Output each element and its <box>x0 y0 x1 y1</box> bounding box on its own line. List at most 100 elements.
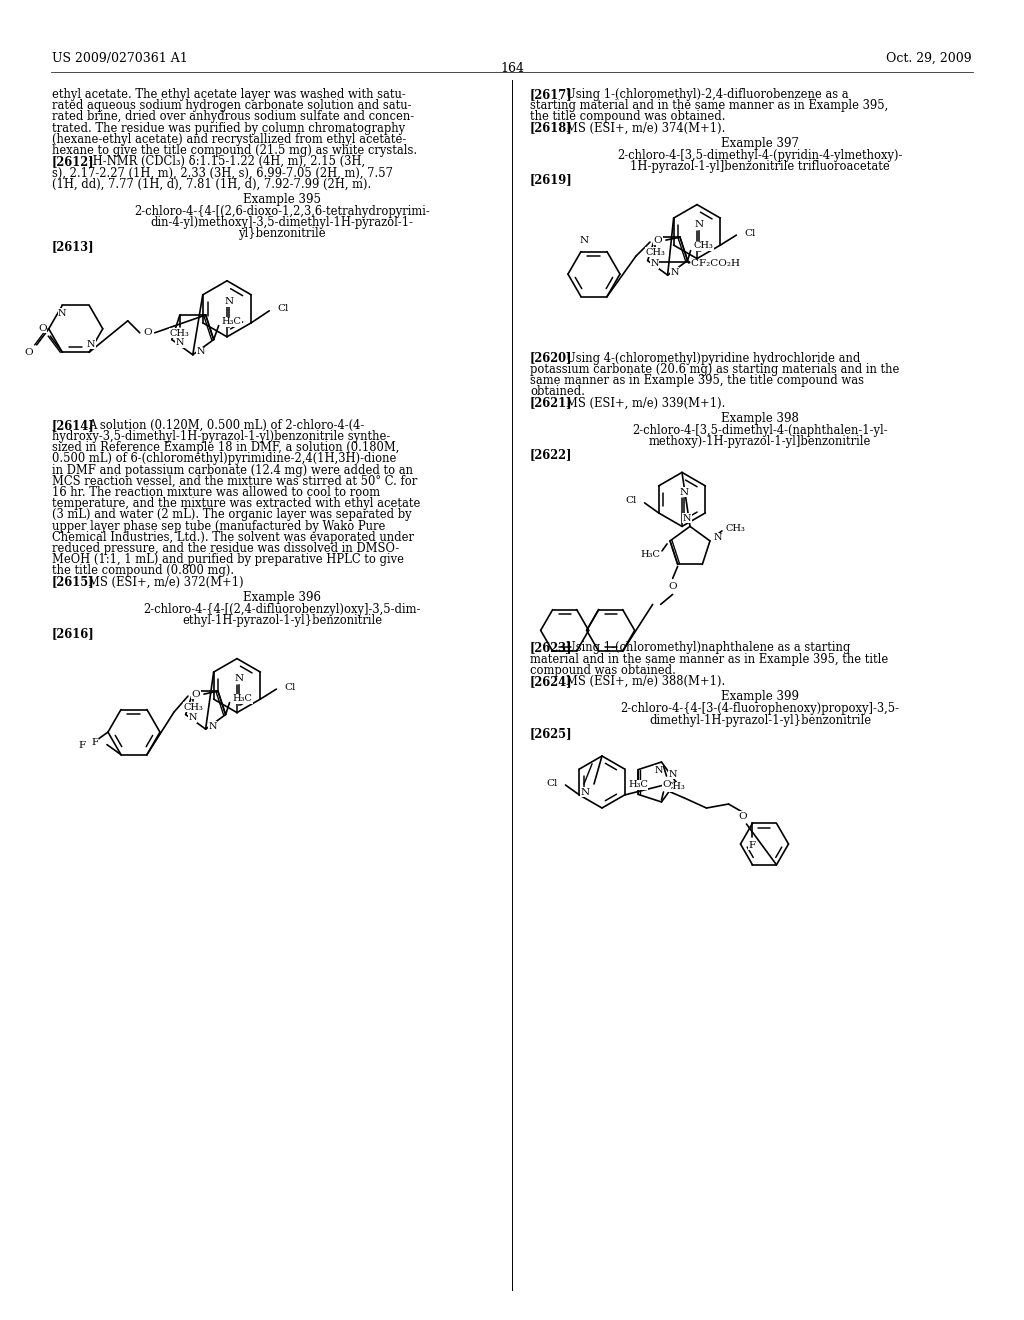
Text: the title compound was obtained.: the title compound was obtained. <box>530 111 725 123</box>
Text: N: N <box>581 788 590 796</box>
Text: [2621]: [2621] <box>530 396 572 409</box>
Text: s), 2.17-2.27 (1H, m), 2.33 (3H, s), 6.99-7.05 (2H, m), 7.57: s), 2.17-2.27 (1H, m), 2.33 (3H, s), 6.9… <box>52 166 393 180</box>
Text: O: O <box>738 812 746 821</box>
Text: O: O <box>25 348 33 358</box>
Text: rated aqueous sodium hydrogen carbonate solution and satu-: rated aqueous sodium hydrogen carbonate … <box>52 99 412 112</box>
Text: O: O <box>653 235 663 244</box>
Text: Cl: Cl <box>285 682 296 692</box>
Text: 2-chloro-4-[3,5-dimethyl-4-(pyridin-4-ylmethoxy)-: 2-chloro-4-[3,5-dimethyl-4-(pyridin-4-yl… <box>617 149 903 162</box>
Text: O: O <box>191 689 201 698</box>
Text: N: N <box>694 220 703 230</box>
Text: CH₃: CH₃ <box>645 248 666 256</box>
Text: N: N <box>654 766 663 775</box>
Text: Cl: Cl <box>546 779 557 788</box>
Text: [2614]: [2614] <box>52 418 95 432</box>
Text: MS (ESI+, m/e) 339(M+1).: MS (ESI+, m/e) 339(M+1). <box>566 396 725 409</box>
Text: obtained.: obtained. <box>530 385 585 399</box>
Text: N: N <box>669 770 677 779</box>
Text: N: N <box>683 513 691 523</box>
Text: starting material and in the same manner as in Example 395,: starting material and in the same manner… <box>530 99 888 112</box>
Text: H₃C: H₃C <box>628 780 648 789</box>
Text: MS (ESI+, m/e) 374(M+1).: MS (ESI+, m/e) 374(M+1). <box>566 121 725 135</box>
Text: CH₃: CH₃ <box>170 329 189 338</box>
Text: N: N <box>87 339 95 348</box>
Text: 16 hr. The reaction mixture was allowed to cool to room: 16 hr. The reaction mixture was allowed … <box>52 486 380 499</box>
Text: F: F <box>92 738 99 747</box>
Text: Using 4-(chloromethyl)pyridine hydrochloride and: Using 4-(chloromethyl)pyridine hydrochlo… <box>566 351 860 364</box>
Text: MS (ESI+, m/e) 388(M+1).: MS (ESI+, m/e) 388(M+1). <box>566 675 725 688</box>
Text: [2624]: [2624] <box>530 675 572 688</box>
Text: A solution (0.120M, 0.500 mL) of 2-chloro-4-(4-: A solution (0.120M, 0.500 mL) of 2-chlor… <box>88 418 365 432</box>
Text: reduced pressure, and the residue was dissolved in DMSO-: reduced pressure, and the residue was di… <box>52 543 399 554</box>
Text: Cl: Cl <box>626 496 637 506</box>
Text: trated. The residue was purified by column chromatography: trated. The residue was purified by colu… <box>52 121 406 135</box>
Text: N: N <box>175 338 184 347</box>
Text: Cl: Cl <box>278 305 289 313</box>
Text: O: O <box>143 329 152 338</box>
Text: O: O <box>669 582 677 591</box>
Text: MCS reaction vessel, and the mixture was stirred at 50° C. for: MCS reaction vessel, and the mixture was… <box>52 475 417 488</box>
Text: •CF₂CO₂H: •CF₂CO₂H <box>685 259 740 268</box>
Text: N: N <box>671 268 679 277</box>
Text: [2619]: [2619] <box>530 173 572 186</box>
Text: hydroxy-3,5-dimethyl-1H-pyrazol-1-yl)benzonitrile synthe-: hydroxy-3,5-dimethyl-1H-pyrazol-1-yl)ben… <box>52 430 390 444</box>
Text: temperature, and the mixture was extracted with ethyl acetate: temperature, and the mixture was extract… <box>52 498 421 511</box>
Text: [2616]: [2616] <box>52 627 95 640</box>
Text: N: N <box>680 488 688 496</box>
Text: CH₃: CH₃ <box>693 242 714 249</box>
Text: N: N <box>188 713 197 722</box>
Text: ethyl-1H-pyrazol-1-yl}benzonitrile: ethyl-1H-pyrazol-1-yl}benzonitrile <box>182 614 382 627</box>
Text: Oct. 29, 2009: Oct. 29, 2009 <box>887 51 972 65</box>
Text: compound was obtained.: compound was obtained. <box>530 664 676 677</box>
Text: yl}benzonitrile: yl}benzonitrile <box>239 227 326 240</box>
Text: potassium carbonate (20.6 mg) as starting materials and in the: potassium carbonate (20.6 mg) as startin… <box>530 363 899 376</box>
Text: N: N <box>650 259 658 268</box>
Text: [2613]: [2613] <box>52 240 94 253</box>
Text: CH₃: CH₃ <box>183 702 203 711</box>
Text: N: N <box>714 533 722 543</box>
Text: F: F <box>749 841 756 850</box>
Text: the title compound (0.800 mg).: the title compound (0.800 mg). <box>52 565 234 577</box>
Text: O: O <box>663 780 671 788</box>
Text: [2618]: [2618] <box>530 121 572 135</box>
Text: (hexane-ethyl acetate) and recrystallized from ethyl acetate-: (hexane-ethyl acetate) and recrystallize… <box>52 133 407 145</box>
Text: dimethyl-1H-pyrazol-1-yl}benzonitrile: dimethyl-1H-pyrazol-1-yl}benzonitrile <box>649 714 871 726</box>
Text: CH₃: CH₃ <box>726 524 745 533</box>
Text: H₃C: H₃C <box>232 694 253 704</box>
Text: [2622]: [2622] <box>530 449 572 461</box>
Text: N: N <box>234 675 244 684</box>
Text: Using 1-(chloromethyl)naphthalene as a starting: Using 1-(chloromethyl)naphthalene as a s… <box>566 642 850 655</box>
Text: Example 397: Example 397 <box>721 137 799 149</box>
Text: N: N <box>58 309 67 318</box>
Text: 2-chloro-4-{4-[3-(4-fluorophenoxy)propoxy]-3,5-: 2-chloro-4-{4-[3-(4-fluorophenoxy)propox… <box>621 702 899 715</box>
Text: MeOH (1:1, 1 mL) and purified by preparative HPLC to give: MeOH (1:1, 1 mL) and purified by prepara… <box>52 553 404 566</box>
Text: Chemical Industries, Ltd.). The solvent was evaporated under: Chemical Industries, Ltd.). The solvent … <box>52 531 414 544</box>
Text: 2-chloro-4-[3,5-dimethyl-4-(naphthalen-1-yl-: 2-chloro-4-[3,5-dimethyl-4-(naphthalen-1… <box>632 424 888 437</box>
Text: upper layer phase sep tube (manufactured by Wako Pure: upper layer phase sep tube (manufactured… <box>52 520 385 532</box>
Text: N: N <box>208 722 217 730</box>
Text: 2-chloro-4-{4-[(2,4-difluorobenzyl)oxy]-3,5-dim-: 2-chloro-4-{4-[(2,4-difluorobenzyl)oxy]-… <box>143 603 421 616</box>
Text: [2620]: [2620] <box>530 351 572 364</box>
Text: [2617]: [2617] <box>530 88 572 102</box>
Text: din-4-yl)methoxy]-3,5-dimethyl-1H-pyrazol-1-: din-4-yl)methoxy]-3,5-dimethyl-1H-pyrazo… <box>151 216 414 230</box>
Text: Example 399: Example 399 <box>721 690 799 704</box>
Text: Example 398: Example 398 <box>721 412 799 425</box>
Text: CH₃: CH₃ <box>666 783 685 792</box>
Text: (3 mL) and water (2 mL). The organic layer was separated by: (3 mL) and water (2 mL). The organic lay… <box>52 508 412 521</box>
Text: ethyl acetate. The ethyl acetate layer was washed with satu-: ethyl acetate. The ethyl acetate layer w… <box>52 88 406 102</box>
Text: rated brine, dried over anhydrous sodium sulfate and concen-: rated brine, dried over anhydrous sodium… <box>52 111 414 123</box>
Text: H₃C: H₃C <box>640 550 660 560</box>
Text: same manner as in Example 395, the title compound was: same manner as in Example 395, the title… <box>530 374 864 387</box>
Text: [2615]: [2615] <box>52 576 95 589</box>
Text: Example 396: Example 396 <box>243 591 321 603</box>
Text: Using 1-(chloromethyl)-2,4-difluorobenzene as a: Using 1-(chloromethyl)-2,4-difluorobenze… <box>566 88 849 102</box>
Text: (1H, dd), 7.77 (1H, d), 7.81 (1H, d), 7.92-7.99 (2H, m).: (1H, dd), 7.77 (1H, d), 7.81 (1H, d), 7.… <box>52 178 372 190</box>
Text: [2623]: [2623] <box>530 642 572 655</box>
Text: H₃C: H₃C <box>221 317 242 326</box>
Text: Example 395: Example 395 <box>243 193 321 206</box>
Text: US 2009/0270361 A1: US 2009/0270361 A1 <box>52 51 187 65</box>
Text: 0.500 mL) of 6-(chloromethyl)pyrimidine-2,4(1H,3H)-dione: 0.500 mL) of 6-(chloromethyl)pyrimidine-… <box>52 453 396 466</box>
Text: methoxy)-1H-pyrazol-1-yl]benzonitrile: methoxy)-1H-pyrazol-1-yl]benzonitrile <box>649 436 871 447</box>
Text: 2-chloro-4-{4-[(2,6-dioxo-1,2,3,6-tetrahydropyrimi-: 2-chloro-4-{4-[(2,6-dioxo-1,2,3,6-tetrah… <box>134 205 430 218</box>
Text: F: F <box>79 741 86 750</box>
